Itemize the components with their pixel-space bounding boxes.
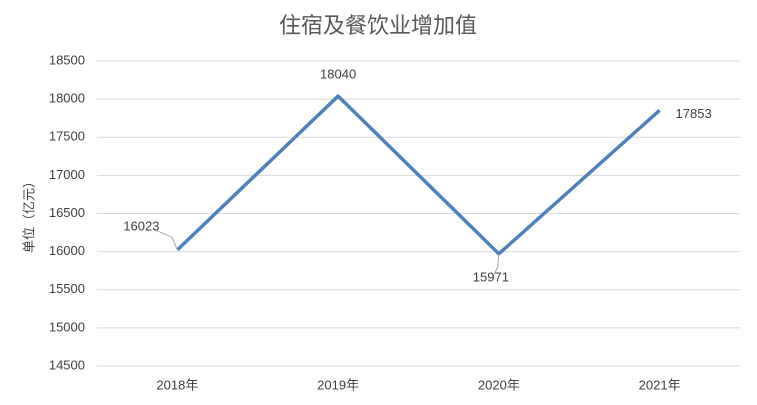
chart-title: 住宿及餐饮业增加值	[279, 13, 477, 38]
y-tick-label: 18500	[49, 52, 85, 67]
y-tick-label: 15000	[49, 319, 85, 334]
data-label: 15971	[473, 269, 509, 284]
y-tick-label: 15500	[49, 281, 85, 296]
data-line	[176, 94, 661, 256]
x-tick-label: 2020年	[478, 377, 520, 392]
x-tick-label: 2021年	[639, 377, 681, 392]
y-tick-label: 14500	[49, 357, 85, 372]
leader-line	[493, 253, 500, 275]
x-tick-label: 2019年	[317, 377, 359, 392]
y-axis-label: 单位（亿元）	[21, 175, 36, 253]
y-tick-label: 17500	[49, 129, 85, 144]
y-tick-label: 17000	[49, 167, 85, 182]
data-label: 17853	[676, 106, 712, 121]
y-tick-label: 16500	[49, 205, 85, 220]
x-tick-label: 2018年	[156, 377, 198, 392]
data-label: 16023	[123, 218, 159, 233]
y-tick-label: 16000	[49, 243, 85, 258]
data-label: 18040	[320, 67, 356, 82]
y-tick-label: 18000	[49, 91, 85, 106]
leader-line	[155, 229, 178, 251]
